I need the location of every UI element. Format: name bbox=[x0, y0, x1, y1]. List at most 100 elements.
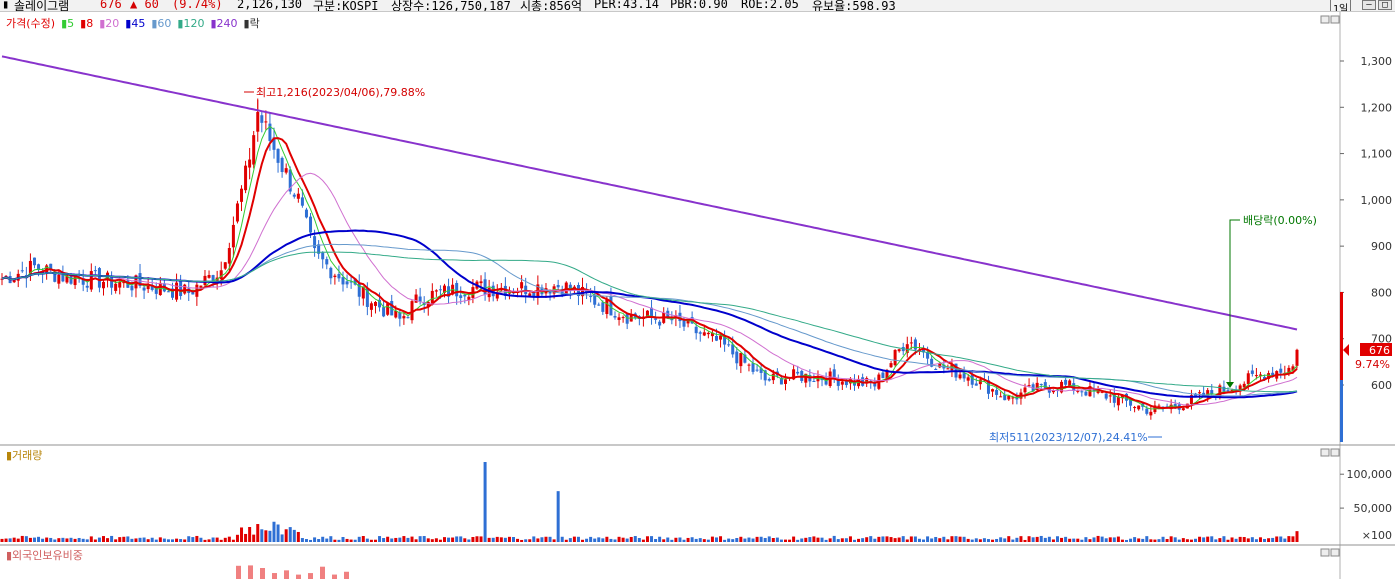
candle-body bbox=[175, 282, 179, 300]
volume-bar bbox=[889, 537, 893, 542]
volume-bar bbox=[142, 537, 146, 542]
candle-body bbox=[231, 224, 235, 248]
volume-bar bbox=[491, 537, 495, 542]
volume-bar bbox=[337, 539, 341, 542]
volume-bar bbox=[719, 536, 723, 542]
volume-bar bbox=[922, 539, 926, 542]
candle-body bbox=[199, 285, 203, 289]
volume-bar bbox=[240, 527, 244, 542]
volume-bar bbox=[524, 539, 528, 542]
candle-body bbox=[605, 299, 609, 315]
volume-bar bbox=[528, 539, 532, 542]
volume-bar bbox=[804, 537, 808, 542]
foreign-ratio-bar bbox=[272, 573, 277, 579]
legend-ma-45: ▮45 bbox=[125, 17, 145, 30]
volume-bar bbox=[77, 537, 81, 542]
candle-body bbox=[479, 281, 483, 284]
volume-bar bbox=[1246, 538, 1250, 542]
candle-body bbox=[719, 335, 723, 340]
volume-bar bbox=[970, 539, 974, 542]
volume-bar bbox=[146, 539, 150, 542]
volume-bar bbox=[962, 536, 966, 542]
maximize-icon[interactable]: □ bbox=[1378, 0, 1392, 10]
volume-bar bbox=[313, 537, 317, 542]
volume-bar bbox=[674, 537, 678, 542]
volume-bar bbox=[1116, 536, 1120, 542]
candle-body bbox=[203, 275, 207, 286]
legend-ma-60: ▮60 bbox=[151, 17, 171, 30]
candle-body bbox=[1104, 393, 1108, 399]
candle-body bbox=[442, 285, 446, 293]
candle-body bbox=[779, 377, 783, 385]
candle-body bbox=[418, 296, 422, 302]
dividend-arrow bbox=[1226, 382, 1234, 388]
volume-bar bbox=[698, 538, 702, 542]
candle-body bbox=[138, 273, 142, 287]
y-tick-label: 1,000 bbox=[1361, 194, 1393, 207]
candle-body bbox=[650, 307, 654, 318]
volume-bar bbox=[0, 538, 4, 542]
volume-bar bbox=[203, 539, 207, 542]
candle-body bbox=[65, 273, 69, 283]
candle-body bbox=[260, 115, 264, 123]
candle-body bbox=[1222, 386, 1226, 392]
candle-body bbox=[248, 159, 252, 168]
volume-bar bbox=[978, 539, 982, 542]
period-button[interactable]: 1일 bbox=[1330, 0, 1352, 11]
candle-body bbox=[179, 280, 183, 297]
volume-bar bbox=[1202, 537, 1206, 542]
volume-bar bbox=[1104, 538, 1108, 542]
volume-bar bbox=[706, 539, 710, 542]
candle-body bbox=[995, 389, 999, 395]
candle-body bbox=[414, 294, 418, 303]
volume-bar bbox=[1120, 539, 1124, 542]
volume-bar bbox=[434, 538, 438, 542]
pane-minimize-icon bbox=[1320, 548, 1330, 557]
candle-body bbox=[1254, 375, 1258, 377]
candle-body bbox=[207, 275, 211, 278]
volume-bar bbox=[442, 537, 446, 542]
legend-ma-240: ▮240 bbox=[210, 17, 237, 30]
candle-body bbox=[1039, 383, 1043, 385]
candle-body bbox=[832, 369, 836, 379]
volume-bar bbox=[581, 539, 585, 542]
volume-bar bbox=[1133, 537, 1137, 542]
minimize-icon[interactable]: – bbox=[1362, 0, 1376, 10]
candle-body bbox=[313, 236, 317, 249]
candle-body bbox=[463, 294, 467, 297]
ma-20-line bbox=[1, 172, 1298, 406]
candle-body bbox=[747, 364, 751, 366]
candle-body bbox=[382, 307, 386, 317]
candle-body bbox=[317, 244, 321, 254]
candle-body bbox=[844, 379, 848, 386]
volume-bar bbox=[272, 521, 276, 542]
foreign-ratio-bar bbox=[260, 568, 265, 579]
volume-bar bbox=[601, 538, 605, 542]
volume-bar bbox=[410, 536, 414, 542]
stock-chart-svg[interactable]: 600 700 800 900 1,000 1,100 1,200 1,300 가격(수정) ▮5… bbox=[0, 12, 1395, 579]
volume-bar bbox=[552, 539, 556, 542]
stock-name[interactable]: 솔레이그램 bbox=[14, 0, 70, 12]
candle-body bbox=[556, 284, 560, 288]
candle-body bbox=[1246, 373, 1250, 385]
candle-body bbox=[73, 276, 77, 286]
volume-bar bbox=[1129, 538, 1133, 542]
volume-bar bbox=[138, 537, 142, 542]
volume-bar bbox=[1137, 538, 1141, 542]
volume-bar bbox=[723, 539, 727, 542]
candle-body bbox=[171, 288, 175, 298]
candle-body bbox=[426, 301, 430, 308]
volume-bar bbox=[779, 539, 783, 542]
candle-body bbox=[1035, 382, 1039, 391]
retention-ratio: 유보율:598.93 bbox=[812, 0, 896, 12]
candle-body bbox=[1181, 408, 1185, 411]
candle-body bbox=[1003, 394, 1007, 401]
candle-body bbox=[999, 396, 1003, 398]
candle-body bbox=[244, 165, 248, 191]
candle-body bbox=[694, 326, 698, 334]
volume-bar bbox=[37, 536, 41, 542]
volume-bar bbox=[532, 536, 536, 542]
volume-bar bbox=[1238, 536, 1242, 542]
volume-bar bbox=[101, 536, 105, 542]
candle-body bbox=[1279, 368, 1283, 373]
